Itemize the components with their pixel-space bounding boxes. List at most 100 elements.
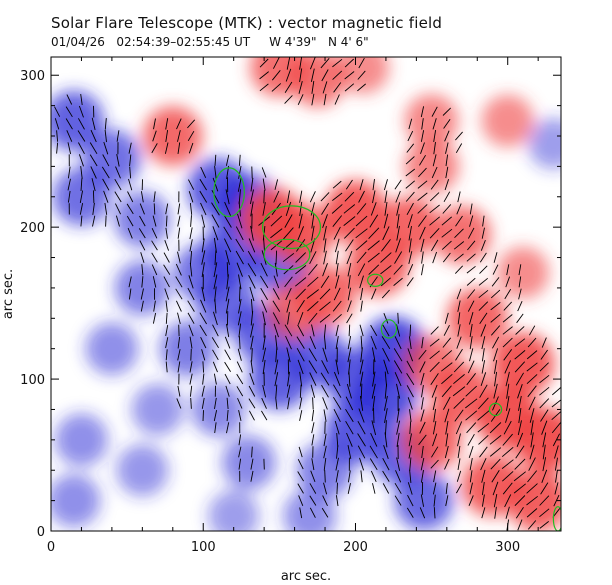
field-vector [492,336,500,349]
field-vector [347,470,351,483]
positive-polarity-patch [266,282,323,340]
chart-title: Solar Flare Telescope (MTK) : vector mag… [51,14,443,32]
field-vector [139,215,146,227]
field-vector [320,275,330,289]
field-vector [151,228,158,239]
field-vector [153,118,156,130]
field-vector [236,373,244,385]
field-vector [453,241,465,250]
field-vector [188,275,194,289]
field-vector [138,228,146,239]
field-vector [140,191,144,203]
field-vector [190,397,192,409]
field-vector [418,434,427,446]
field-vector [202,410,204,422]
field-vector [238,446,242,458]
field-vector [115,215,120,227]
field-vector [504,360,512,374]
green-contour [367,273,384,288]
field-vector [396,408,400,423]
field-vector [394,495,402,506]
field-vector [372,395,376,411]
field-vector [383,179,388,191]
field-vector [308,348,318,362]
field-vector [260,287,268,301]
field-vector [371,420,377,436]
field-vector [333,371,341,387]
positive-polarity-patch [507,469,561,531]
field-vector [104,202,108,215]
field-vector [177,203,181,215]
field-vector [457,300,461,312]
field-vector [514,338,526,347]
field-vector [506,383,510,399]
field-vector [263,190,265,204]
field-vector [421,397,424,410]
field-vector [506,264,510,276]
field-vector [188,179,195,190]
field-vector [344,83,355,92]
field-vector [457,324,461,337]
field-vector [370,202,377,216]
field-vector [406,385,414,398]
field-vector [417,204,428,214]
field-vector [554,445,559,459]
y-tick-label: 100 [20,373,45,388]
field-vector [323,482,328,495]
field-vector [323,457,327,471]
positive-polarity-patch [401,409,462,471]
field-vector [469,336,473,350]
field-vector [214,397,217,409]
field-vector [347,262,352,277]
field-vector [478,289,489,299]
field-vector [140,252,145,263]
x-axis-title: arc sec. [281,569,331,584]
field-vector [311,225,315,241]
field-vector [165,349,168,361]
green-contour [380,319,398,339]
field-vector [188,142,194,154]
field-vector [453,397,465,409]
field-vector [296,336,305,349]
field-vector [493,348,499,362]
field-vector [274,179,279,190]
field-vector [358,190,365,203]
field-vector [348,371,351,387]
field-vector [333,226,341,240]
field-vector [420,494,425,507]
field-vector [260,262,268,277]
field-vector [201,250,206,265]
field-vector [502,326,513,335]
field-vector [319,301,331,311]
field-vector [212,177,219,192]
field-vector [457,445,461,459]
field-vector [321,202,329,215]
field-vector [372,371,376,387]
field-vector [237,177,242,192]
field-vector [481,360,486,374]
field-vector [78,105,84,118]
field-vector [103,141,109,155]
field-vector [80,178,83,192]
field-vector [396,225,400,241]
field-vector [406,277,414,287]
field-vector [469,482,473,495]
field-vector [200,299,207,313]
field-vector [441,350,453,360]
field-vector [77,130,86,142]
field-vector [334,275,340,289]
field-vector [299,57,303,70]
field-vector [259,58,269,68]
field-vector [153,203,156,215]
field-vector [333,384,342,398]
field-vector [299,507,303,519]
field-vector [432,433,438,447]
field-vector [201,397,205,409]
field-vector [419,226,426,240]
field-vector [211,337,219,349]
field-vector [356,251,367,264]
field-vector [494,506,497,519]
field-vector [430,459,439,469]
field-vector [393,348,403,362]
field-vector [383,395,388,411]
